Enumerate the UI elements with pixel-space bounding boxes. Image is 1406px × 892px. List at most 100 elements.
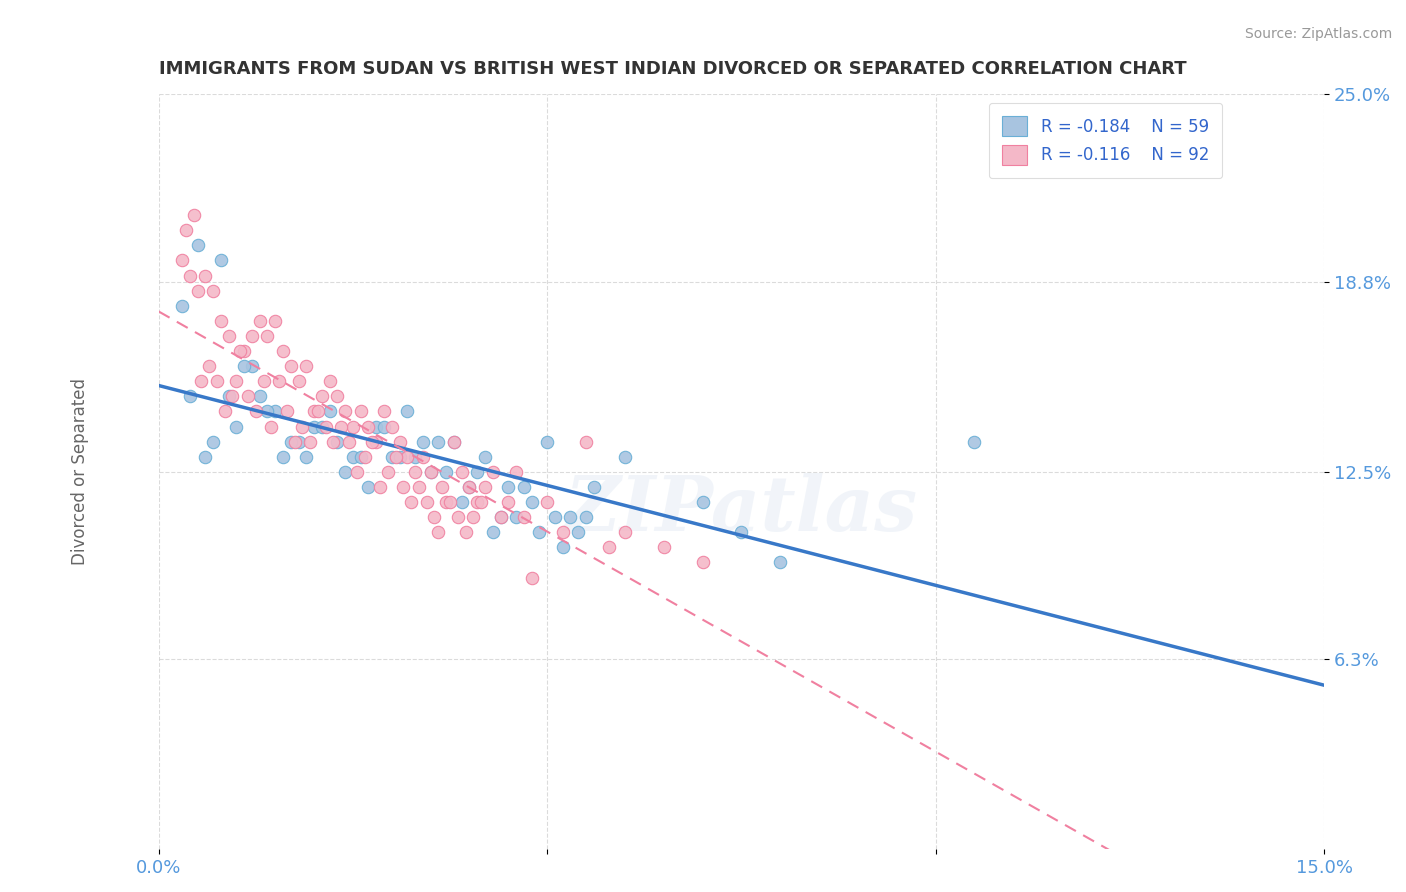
Point [361, 434, 384, 449]
Point [692, 556, 714, 570]
Point [225, 374, 247, 388]
Point [174, 223, 197, 237]
Point [377, 465, 399, 479]
Point [221, 389, 243, 403]
Point [260, 419, 283, 434]
Point [434, 465, 457, 479]
Point [458, 480, 481, 494]
Point [513, 510, 536, 524]
Point [287, 434, 309, 449]
Point [427, 525, 450, 540]
Point [567, 525, 589, 540]
Point [439, 495, 461, 509]
Point [183, 208, 205, 222]
Point [963, 434, 986, 449]
Y-axis label: Divorced or Separated: Divorced or Separated [72, 378, 89, 566]
Point [225, 419, 247, 434]
Point [194, 268, 217, 283]
Point [419, 465, 441, 479]
Point [536, 434, 558, 449]
Point [357, 480, 380, 494]
Point [463, 510, 485, 524]
Point [249, 314, 271, 328]
Point [692, 495, 714, 509]
Text: ZIPatlas: ZIPatlas [565, 473, 918, 547]
Point [730, 525, 752, 540]
Point [186, 238, 208, 252]
Point [229, 344, 252, 359]
Point [170, 253, 193, 268]
Legend: R = -0.184    N = 59, R = -0.116    N = 92: R = -0.184 N = 59, R = -0.116 N = 92 [988, 103, 1222, 178]
Point [291, 419, 314, 434]
Point [295, 359, 318, 374]
Point [474, 480, 496, 494]
Point [613, 450, 636, 464]
Point [318, 374, 340, 388]
Point [481, 465, 503, 479]
Text: IMMIGRANTS FROM SUDAN VS BRITISH WEST INDIAN DIVORCED OR SEPARATED CORRELATION C: IMMIGRANTS FROM SUDAN VS BRITISH WEST IN… [159, 60, 1187, 78]
Point [357, 419, 380, 434]
Point [498, 495, 520, 509]
Point [284, 434, 307, 449]
Point [551, 525, 574, 540]
Point [396, 450, 419, 464]
Text: Source: ZipAtlas.com: Source: ZipAtlas.com [1244, 27, 1392, 41]
Point [598, 541, 620, 555]
Point [536, 495, 558, 509]
Point [443, 434, 465, 449]
Point [276, 404, 298, 418]
Point [350, 404, 373, 418]
Point [209, 314, 232, 328]
Point [202, 284, 225, 298]
Point [470, 495, 492, 509]
Point [311, 419, 333, 434]
Point [190, 374, 212, 388]
Point [315, 419, 337, 434]
Point [249, 389, 271, 403]
Point [311, 389, 333, 403]
Point [582, 480, 605, 494]
Point [245, 404, 267, 418]
Point [342, 450, 364, 464]
Point [218, 329, 240, 343]
Point [299, 434, 322, 449]
Point [399, 495, 422, 509]
Point [408, 480, 430, 494]
Point [368, 480, 391, 494]
Point [412, 450, 434, 464]
Point [544, 510, 567, 524]
Point [396, 404, 419, 418]
Point [427, 434, 450, 449]
Point [194, 450, 217, 464]
Point [520, 570, 543, 584]
Point [202, 434, 225, 449]
Point [404, 465, 426, 479]
Point [302, 404, 325, 418]
Point [489, 510, 512, 524]
Point [170, 299, 193, 313]
Point [465, 465, 488, 479]
Point [447, 510, 470, 524]
Point [613, 525, 636, 540]
Point [575, 434, 598, 449]
Point [415, 495, 437, 509]
Point [474, 450, 496, 464]
Point [384, 450, 406, 464]
Point [271, 344, 294, 359]
Point [264, 314, 287, 328]
Point [513, 480, 536, 494]
Point [450, 495, 472, 509]
Point [342, 419, 364, 434]
Point [240, 359, 263, 374]
Point [505, 465, 527, 479]
Point [179, 268, 201, 283]
Point [529, 525, 551, 540]
Point [330, 419, 353, 434]
Point [520, 495, 543, 509]
Point [381, 450, 404, 464]
Point [280, 434, 302, 449]
Point [458, 480, 481, 494]
Point [280, 359, 302, 374]
Point [322, 434, 344, 449]
Point [505, 510, 527, 524]
